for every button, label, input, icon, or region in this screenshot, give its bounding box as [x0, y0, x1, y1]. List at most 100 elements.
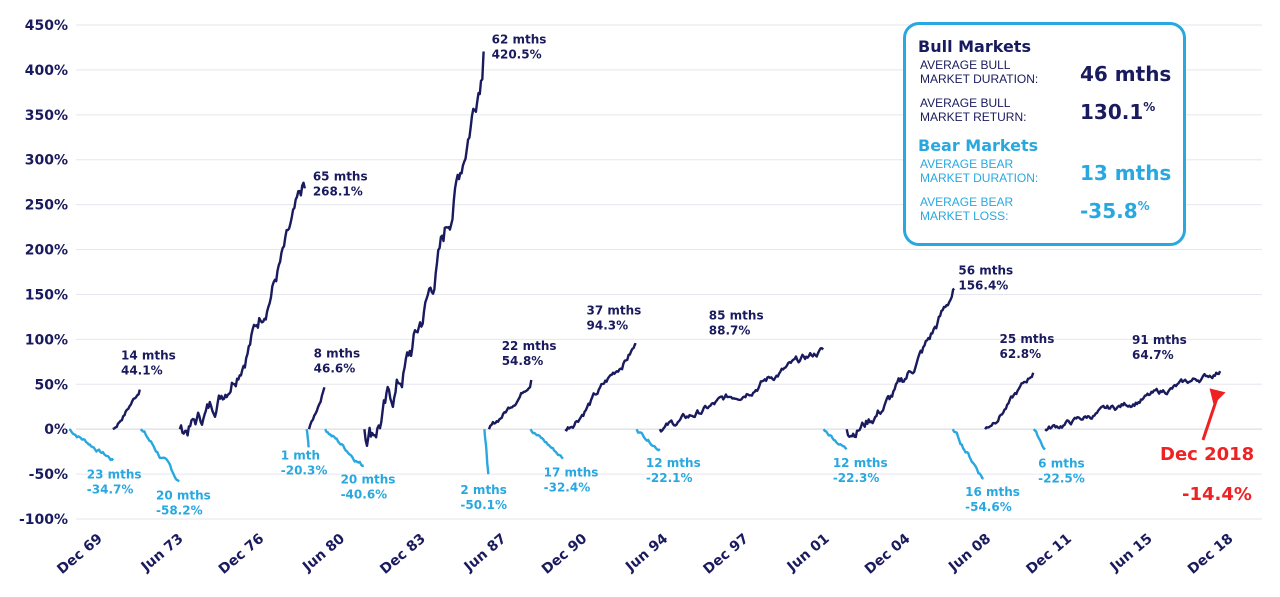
y-tick-label: 450% — [25, 18, 68, 34]
bear-duration-label: 17 mths — [544, 465, 599, 479]
bull-duration-label: 91 mths — [1132, 333, 1187, 347]
bear-market-line — [305, 429, 310, 448]
y-tick-label: 200% — [25, 243, 68, 259]
bull-market-line — [307, 386, 326, 430]
bear-market-line — [1032, 428, 1046, 451]
x-tick-label: Jun 08 — [945, 531, 994, 576]
x-tick-label: Jun 15 — [1107, 531, 1156, 576]
bear-markets-title: Bear Markets — [918, 136, 1039, 155]
bull-duration-label: 8 mths — [314, 346, 360, 360]
avg-bull-return-label-line1: AVERAGE BULL — [920, 96, 1011, 110]
bear-market-line — [951, 428, 984, 480]
y-axis: -100% -50% 0% 50% 100% 150% 200% 250% 300% 350% 40… — [19, 18, 68, 528]
annotation — [1201, 388, 1226, 441]
y-tick-label: 0% — [44, 422, 68, 438]
bull-value-label: 156.4% — [958, 279, 1008, 293]
avg-bear-duration-label: AVERAGE BEAR MARKET DURATION: — [920, 157, 1070, 185]
bear-value-label: -40.6% — [341, 488, 388, 502]
x-tick-label: Jun 87 — [461, 531, 510, 576]
avg-bear-duration-label-line2: MARKET DURATION: — [920, 171, 1039, 185]
avg-bull-duration-label-line1: AVERAGE BULL — [920, 58, 1011, 72]
bull-duration-label: 37 mths — [587, 303, 642, 317]
avg-bull-duration-label: AVERAGE BULL MARKET DURATION: — [920, 58, 1070, 86]
bear-market-line — [324, 428, 364, 468]
bull-market-line — [845, 287, 956, 439]
bull-duration-label: 65 mths — [313, 169, 368, 183]
x-tick-label: Dec 04 — [862, 531, 914, 578]
bull-value-label: 420.5% — [492, 47, 542, 61]
x-tick-label: Dec 76 — [216, 531, 267, 578]
avg-bull-return-value: 130.1% — [1080, 100, 1155, 124]
bear-value-label: -22.1% — [646, 471, 693, 485]
avg-bull-return-label-line2: MARKET RETURN: — [920, 110, 1027, 124]
bull-duration-label: 25 mths — [1000, 332, 1055, 346]
bull-market-line — [564, 342, 637, 432]
x-axis: Dec 69 Jun 73 Dec 76 Jun 80 Dec 83 Jun 87 Dec … — [54, 531, 1236, 578]
bull-value-label: 46.6% — [314, 361, 356, 375]
avg-bear-loss-value: -35.8% — [1080, 199, 1150, 223]
x-tick-label: Jun 94 — [622, 531, 671, 576]
bear-duration-label: 20 mths — [156, 488, 211, 502]
bear-market-line — [483, 429, 490, 475]
x-tick-label: Jun 73 — [138, 531, 187, 576]
bull-duration-label: 62 mths — [492, 32, 547, 46]
bear-duration-label: 16 mths — [965, 485, 1020, 499]
bull-value-label: 268.1% — [313, 184, 363, 198]
avg-bear-duration-row: AVERAGE BEAR MARKET DURATION: 13 mths — [918, 157, 1183, 195]
avg-bull-return-number: 130.1 — [1080, 100, 1144, 124]
y-tick-label: 250% — [25, 198, 68, 214]
bear-value-label: -34.7% — [87, 482, 134, 496]
callout-arrow-head — [1209, 388, 1226, 405]
bull-value-label: 94.3% — [587, 318, 629, 332]
bear-duration-label: 1 mth — [281, 448, 320, 462]
y-tick-label: -50% — [29, 467, 68, 483]
bull-value-label: 64.7% — [1132, 348, 1174, 362]
avg-bull-return-label: AVERAGE BULL MARKET RETURN: — [920, 96, 1070, 124]
callout-value: -14.4% — [1182, 484, 1252, 505]
bull-duration-label: 22 mths — [502, 339, 557, 353]
avg-bear-loss-unit: % — [1137, 199, 1150, 213]
callout-date: Dec 2018 — [1160, 444, 1255, 465]
x-tick-label: Dec 69 — [54, 531, 105, 578]
bull-market-line — [658, 347, 825, 433]
bear-duration-label: 12 mths — [646, 456, 701, 470]
bull-markets-title: Bull Markets — [918, 37, 1031, 56]
y-tick-label: 300% — [25, 153, 68, 169]
bear-duration-label: 6 mths — [1038, 456, 1084, 470]
avg-bear-loss-number: -35.8 — [1080, 199, 1138, 223]
bear-duration-label: 23 mths — [87, 467, 142, 481]
x-tick-label: Dec 11 — [1023, 531, 1074, 578]
bull-value-label: 44.1% — [121, 364, 163, 378]
x-tick-label: Jun 80 — [299, 531, 348, 576]
summary-box: Bull Markets AVERAGE BULL MARKET DURATIO… — [903, 22, 1186, 246]
bull-market-line — [487, 379, 533, 430]
callout-arrow-shaft — [1201, 395, 1219, 441]
avg-bear-duration-label-line1: AVERAGE BEAR — [920, 157, 1014, 171]
y-tick-label: 350% — [25, 108, 68, 124]
bull-market-line — [112, 389, 141, 431]
bear-value-label: -54.6% — [965, 500, 1012, 514]
x-tick-label: Jun 01 — [784, 531, 833, 576]
x-tick-label: Dec 18 — [1185, 531, 1236, 578]
bear-value-label: -22.5% — [1038, 471, 1085, 485]
bull-duration-label: 14 mths — [121, 349, 176, 363]
bear-market-line — [635, 428, 661, 452]
x-tick-label: Dec 83 — [377, 531, 428, 578]
bull-value-label: 62.8% — [1000, 347, 1042, 361]
bear-market-line — [139, 428, 180, 483]
x-tick-label: Dec 90 — [539, 531, 591, 578]
avg-bear-loss-row: AVERAGE BEAR MARKET LOSS: -35.8% — [918, 195, 1183, 233]
avg-bull-return-unit: % — [1143, 100, 1156, 114]
bull-market-line — [984, 372, 1035, 430]
bear-value-label: -58.2% — [156, 503, 203, 517]
avg-bull-return-row: AVERAGE BULL MARKET RETURN: 130.1% — [918, 96, 1183, 134]
avg-bull-duration-row: AVERAGE BULL MARKET DURATION: 46 mths — [918, 58, 1183, 96]
bear-value-label: -20.3% — [281, 463, 328, 477]
bear-value-label: -32.4% — [544, 480, 591, 494]
avg-bear-loss-label-line1: AVERAGE BEAR — [920, 195, 1014, 209]
bull-market-line — [363, 51, 485, 447]
bear-duration-label: 12 mths — [833, 456, 888, 470]
y-tick-label: 400% — [25, 63, 68, 79]
bear-duration-label: 2 mths — [460, 483, 506, 497]
